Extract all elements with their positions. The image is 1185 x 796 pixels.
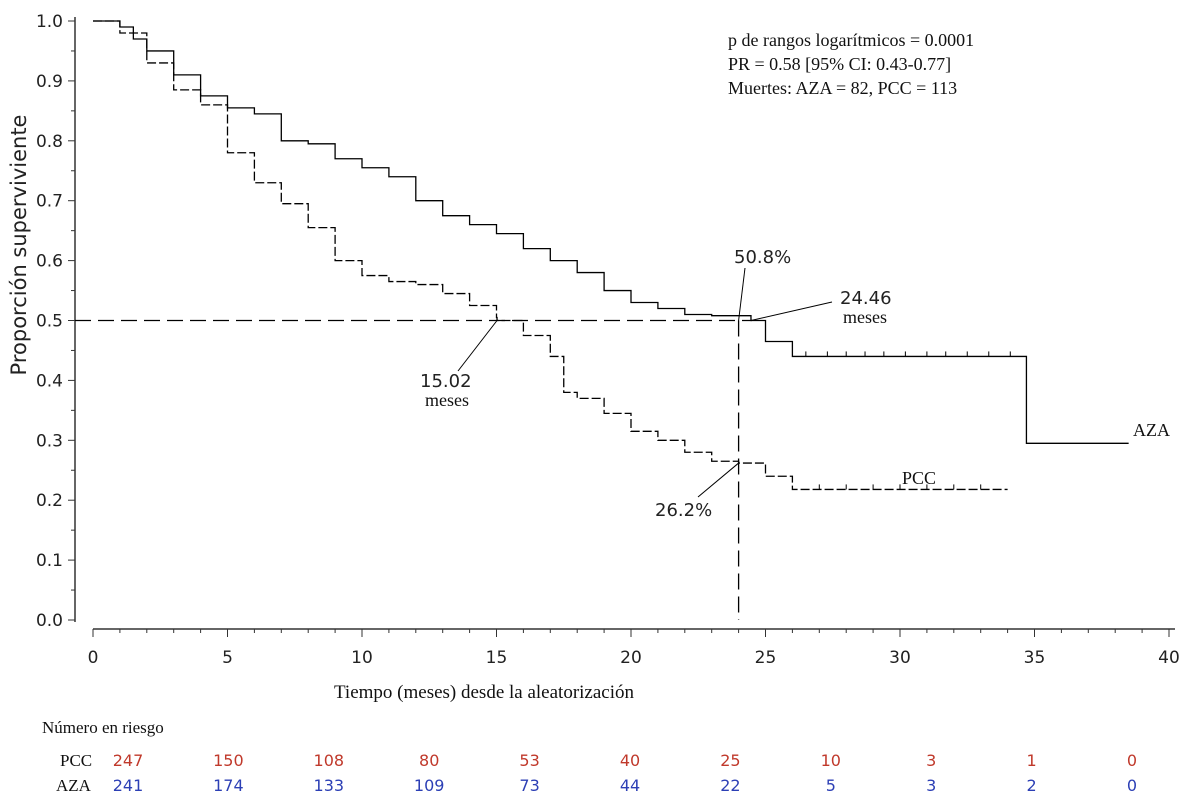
aza-survival-curve [93, 20, 1129, 444]
risk-pcc-value: 108 [314, 751, 345, 770]
risk-aza-value: 3 [926, 776, 936, 795]
y-tick-label: 0.0 [36, 611, 63, 631]
aza-median-leader [750, 301, 833, 321]
stats-line-2: PR = 0.58 [95% CI: 0.43-0.77] [728, 54, 951, 74]
risk-row-label-pcc: PCC [60, 751, 92, 770]
x-tick-label: 40 [1158, 648, 1180, 668]
pcc-survival-curve [93, 20, 1008, 491]
risk-table-title: Número en riesgo [42, 718, 164, 737]
risk-aza-value: 133 [314, 776, 345, 795]
stats-line-3: Muertes: AZA = 82, PCC = 113 [728, 78, 957, 98]
aza-median-value: 24.46 [840, 288, 892, 309]
x-tick-label: 5 [222, 648, 233, 668]
y-tick-label: 0.8 [36, 132, 63, 152]
risk-pcc-value: 53 [519, 751, 539, 770]
x-tick-label: 30 [889, 648, 911, 668]
y-tick-label: 0.6 [36, 252, 63, 272]
risk-aza-value: 44 [620, 776, 640, 795]
y-tick-label: 0.3 [36, 431, 63, 451]
risk-pcc-value: 150 [213, 751, 244, 770]
aza-series-label: AZA [1133, 420, 1170, 440]
pcc-median-leader [457, 320, 498, 372]
axes-layer: 0 5 10 15 20 25 30 35 40 0.0 0.1 0.2 0.3 0.4 0.5 0.6 0.7… [36, 12, 1180, 668]
risk-aza-value: 109 [414, 776, 445, 795]
x-tick-label: 0 [88, 648, 99, 668]
text-layer: Proporción superviviente Tiempo (meses) … [7, 30, 1170, 795]
y-tick-label: 0.4 [36, 371, 63, 391]
risk-pcc-value: 80 [419, 751, 439, 770]
risk-pcc-value: 247 [113, 751, 144, 770]
risk-pcc-value: 40 [620, 751, 640, 770]
x-tick-label: 25 [755, 648, 777, 668]
risk-pcc-value: 0 [1127, 751, 1137, 770]
pcc-pct-leader [697, 462, 739, 498]
risk-pcc-value: 3 [926, 751, 936, 770]
y-tick-label: 0.2 [36, 491, 63, 511]
y-axis-label: Proporción superviviente [7, 115, 31, 376]
y-tick-label: 1.0 [36, 12, 63, 32]
stats-line-1: p de rangos logarítmicos = 0.0001 [728, 30, 974, 50]
aza-pct-annotation: 50.8% [734, 247, 791, 268]
aza-pct-leader [738, 267, 746, 321]
x-tick-label: 20 [620, 648, 642, 668]
risk-aza-value: 22 [720, 776, 740, 795]
risk-pcc-value: 10 [821, 751, 841, 770]
pcc-median-value: 15.02 [420, 371, 472, 392]
annotation-layer [75, 267, 833, 620]
pcc-median-unit: meses [425, 390, 469, 410]
aza-median-unit: meses [843, 307, 887, 327]
risk-aza-value: 0 [1127, 776, 1137, 795]
series-layer [93, 20, 1129, 491]
y-tick-label: 0.1 [36, 551, 63, 571]
risk-aza-value: 241 [113, 776, 144, 795]
risk-aza-value: 174 [213, 776, 244, 795]
y-tick-label: 0.7 [36, 192, 63, 212]
risk-pcc-value: 1 [1027, 751, 1037, 770]
risk-row-label-aza: AZA [56, 776, 92, 795]
risk-aza-value: 2 [1027, 776, 1037, 795]
pcc-pct-annotation: 26.2% [655, 500, 712, 521]
x-tick-label: 10 [351, 648, 373, 668]
x-tick-label: 35 [1024, 648, 1046, 668]
x-tick-label: 15 [486, 648, 508, 668]
x-axis-label: Tiempo (meses) desde la aleatorización [334, 682, 635, 703]
y-tick-label: 0.9 [36, 72, 63, 92]
pcc-series-label: PCC [902, 468, 936, 488]
risk-pcc-value: 25 [720, 751, 740, 770]
y-tick-label: 0.5 [36, 312, 63, 332]
risk-aza-value: 73 [519, 776, 539, 795]
risk-aza-value: 5 [826, 776, 836, 795]
